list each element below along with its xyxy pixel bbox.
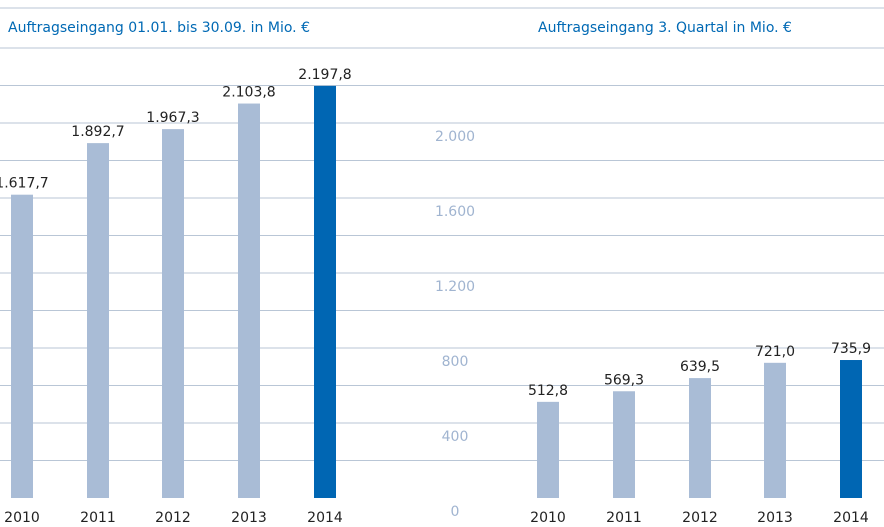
bar <box>314 85 336 498</box>
value-label: 2.197,8 <box>298 67 351 83</box>
y-tick-label: 0 <box>451 504 460 520</box>
bar <box>537 401 559 498</box>
value-label: 721,0 <box>755 344 795 360</box>
y-tick-label: 400 <box>442 429 469 445</box>
y-tick-label: 800 <box>442 354 469 370</box>
x-tick-label: 2010 <box>530 510 566 526</box>
x-tick-label: 2013 <box>757 510 793 526</box>
x-tick-label: 2011 <box>80 510 116 526</box>
value-label: 1.617,7 <box>0 176 49 192</box>
y-tick-label: 1.600 <box>435 204 475 220</box>
bar <box>11 194 33 498</box>
x-tick-label: 2014 <box>833 510 869 526</box>
x-tick-label: 2011 <box>606 510 642 526</box>
bar <box>689 378 711 498</box>
value-label: 569,3 <box>604 372 644 388</box>
value-label: 735,9 <box>831 341 871 357</box>
bar <box>87 143 109 498</box>
value-label: 1.967,3 <box>146 110 199 126</box>
x-tick-label: 2010 <box>4 510 40 526</box>
x-tick-label: 2013 <box>231 510 267 526</box>
bar <box>764 362 786 498</box>
x-tick-label: 2012 <box>155 510 191 526</box>
chart-title: Auftragseingang 3. Quartal in Mio. € <box>538 20 792 36</box>
x-tick-label: 2012 <box>682 510 718 526</box>
y-tick-label: 1.200 <box>435 279 475 295</box>
value-label: 512,8 <box>528 383 568 399</box>
bar <box>238 103 260 498</box>
x-tick-label: 2014 <box>307 510 343 526</box>
value-label: 639,5 <box>680 359 720 375</box>
y-tick-label: 2.000 <box>435 129 475 145</box>
chart-title: Auftragseingang 01.01. bis 30.09. in Mio… <box>8 20 310 36</box>
bar <box>162 129 184 498</box>
bar <box>840 360 862 498</box>
value-label: 2.103,8 <box>222 85 275 101</box>
bar <box>613 391 635 498</box>
value-label: 1.892,7 <box>71 124 124 140</box>
